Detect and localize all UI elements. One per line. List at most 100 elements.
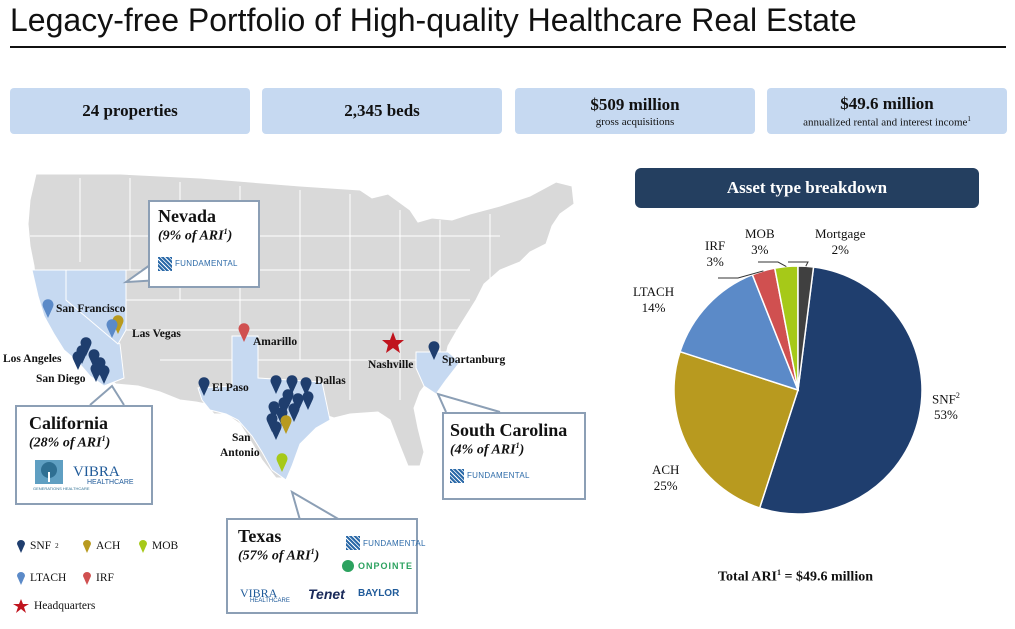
fundamental-logo-icon [346,536,360,550]
pie-label-mortgage: Mortgage 2% [815,226,866,258]
callout-ari-share: (28% of ARI1) [29,434,139,452]
snf-pin-icon [88,349,100,368]
logo-text: ONPOINTE [358,561,414,571]
callout-pointer [290,489,341,521]
pie-label-name: SNF [932,391,956,407]
page-title: Legacy-free Portfolio of High-quality He… [10,2,857,38]
city-label: San Francisco [56,303,126,315]
pie-label-value: 14% [641,300,666,315]
breakdown-header: Asset type breakdown [635,168,979,208]
snf-pin-icon [270,421,282,440]
onpointe-logo: ONPOINTE [342,560,413,572]
headquarters-star-icon [13,599,29,613]
snf-pin-icon [90,363,102,382]
footnote-marker: 1 [777,568,782,577]
callout-state-name: Texas [238,526,282,546]
pie-label-name: Mortgage [815,226,866,241]
fundamental-logo: FUNDAMENTAL [158,256,238,271]
logo-text: FUNDAMENTAL [175,259,238,269]
callout-state-name: Nevada [158,206,216,226]
pie-label-mob: MOB 3% [745,226,775,258]
stat-caption: gross acquisitions [595,115,675,128]
callout-texas: Texas (57% of ARI1) FUNDAMENTAL ONPOINTE… [226,518,425,614]
onpointe-icon [342,560,354,572]
pie-leader-mortgage [788,261,809,267]
city-label: San [232,432,251,444]
logo-text: VIBRA [240,586,278,600]
mob-pin-icon [276,453,288,472]
pie-slice-ltach [679,273,800,392]
pie-label-name: IRF [705,238,726,253]
ach-pin-icon [280,415,292,434]
legend-headquarters: Headquarters [12,598,95,614]
pie-slice-snf [758,266,923,515]
fundamental-logo-icon [450,468,464,483]
city-label: Los Angeles [3,353,62,365]
snf-pin-icon [286,375,298,394]
pie-label-name: LTACH [633,284,675,299]
pie-slice-mortgage [797,265,815,391]
city-label: Antonio [220,447,260,459]
ari-share-close: ) [519,442,525,458]
property-pins [42,299,440,472]
footnote-marker: 2 [55,542,59,550]
footnote-marker: 1 [310,547,315,556]
stat-beds: 2,345 beds [262,88,502,134]
pie-leader-irf [718,270,764,279]
fundamental-logo: FUNDAMENTAL [346,536,426,550]
irf-pin-icon [238,323,250,342]
pie-leader-lines [718,261,809,279]
callout-pointer [89,384,125,406]
callout-ari-share: (4% of ARI1) [450,441,578,459]
stat-properties: 24 properties [10,88,250,134]
total-prefix: Total ARI [718,569,778,585]
logo-text: FUNDAMENTAL [467,471,530,481]
pie-label-value: 2% [831,242,849,257]
snf-pin-icon [302,391,314,410]
snf-pin-icon [276,407,288,426]
legend-ach: ACH [82,538,120,554]
pie-label-ach: ACH 25% [652,462,679,494]
city-label: Nashville [368,359,414,371]
ari-share-text: (4% of ARI [450,442,516,458]
legend-mob: MOB [138,538,178,554]
ari-share-text: (9% of ARI [158,228,224,244]
pie-label-value: 53% [934,407,958,423]
callout-california: California (28% of ARI1) GENERATIONS HEA… [15,405,153,505]
total-value: = $49.6 million [781,569,873,585]
footnote-marker: 2 [955,391,960,400]
tenet-logo: Tenet [308,586,345,602]
callout-pointer [436,392,501,413]
headquarters-star-icon [382,332,404,353]
pie-label-value: 25% [653,478,678,493]
tree-icon [35,459,63,484]
snf-pin-icon [288,403,300,422]
pie-slices [673,265,923,515]
footnote-marker: 1 [967,114,971,123]
ltach-pin-icon [42,299,54,318]
snf-pin-icon [17,540,25,553]
legend-label: IRF [96,572,114,584]
logo-text: GENERATIONS HEALTHCARE [33,485,90,491]
callout-south-carolina: South Carolina (4% of ARI1) FUNDAMENTAL [442,412,586,500]
callout-state-name: South Carolina [450,420,568,440]
city-label: Dallas [315,375,346,387]
callout-state-name: California [29,413,108,433]
snf-pin-icon [268,401,280,420]
legend-snf: SNF 2 [16,538,59,554]
pie-label-name: ACH [652,462,680,477]
legend-ltach: LTACH [16,570,66,586]
mob-pin-icon [139,540,147,553]
snf-pin-icon [270,375,282,394]
ari-share-text: (28% of ARI [29,435,102,451]
stat-value: $49.6 million [840,93,934,113]
legend-label: Headquarters [34,600,96,612]
ach-pin-icon [112,315,124,334]
snf-pin-icon [292,393,304,412]
pie-label-value: 3% [751,242,769,257]
stat-value: 2,345 beds [344,101,420,120]
snf-pin-icon [266,413,278,432]
state-south-carolina [415,351,461,395]
ari-share-text: (57% of ARI [238,548,311,564]
stat-annualized-income: $49.6 million annualized rental and inte… [767,88,1007,134]
